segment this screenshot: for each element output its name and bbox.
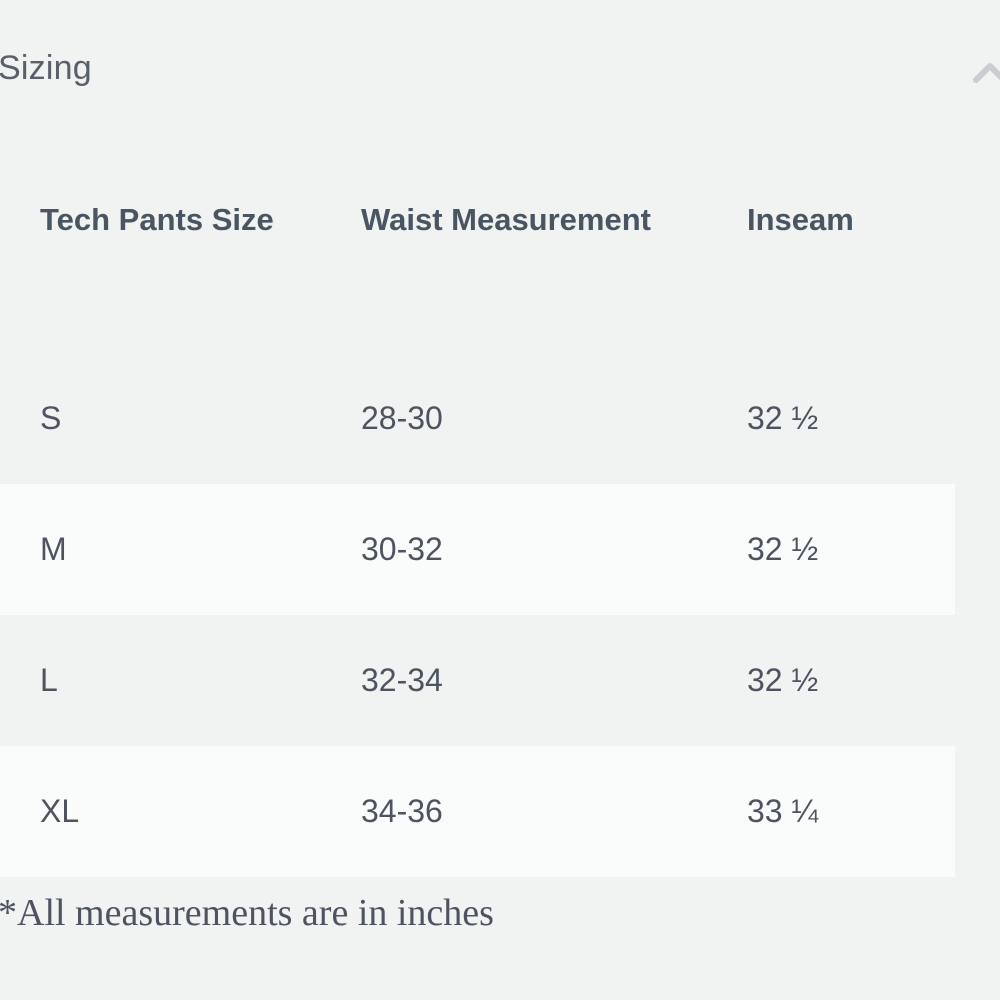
- section-title: Sizing: [0, 49, 92, 87]
- inseam-cell: 33 ¼: [747, 746, 955, 877]
- size-cell: S: [40, 400, 62, 436]
- size-chart-table: Tech Pants Size Waist Measurement Inseam…: [0, 178, 955, 877]
- header-waist: Waist Measurement: [361, 202, 651, 237]
- header-inseam: Inseam: [747, 202, 854, 237]
- size-cell: XL: [0, 746, 361, 877]
- waist-cell: 28-30: [361, 400, 443, 436]
- table-row: XL 34-36 33 ¼: [0, 746, 955, 877]
- waist-cell: 30-32: [361, 484, 747, 615]
- chevron-up-icon: [966, 50, 1000, 90]
- inseam-cell: 32 ½: [747, 662, 819, 698]
- size-cell: L: [40, 662, 58, 698]
- waist-cell: 34-36: [361, 746, 747, 877]
- collapse-toggle-button[interactable]: [966, 50, 1000, 90]
- waist-cell: 32-34: [361, 662, 443, 698]
- header-size: Tech Pants Size: [40, 202, 274, 237]
- table-row: S 28-30 32 ½: [0, 353, 955, 484]
- measurement-footnote: *All measurements are in inches: [0, 892, 494, 934]
- table-row: L 32-34 32 ½: [0, 615, 955, 746]
- inseam-cell: 32 ½: [747, 400, 819, 436]
- table-row: M 30-32 32 ½: [0, 484, 955, 615]
- table-header-row: Tech Pants Size Waist Measurement Inseam: [0, 178, 955, 353]
- size-cell: M: [0, 484, 361, 615]
- inseam-cell: 32 ½: [747, 484, 955, 615]
